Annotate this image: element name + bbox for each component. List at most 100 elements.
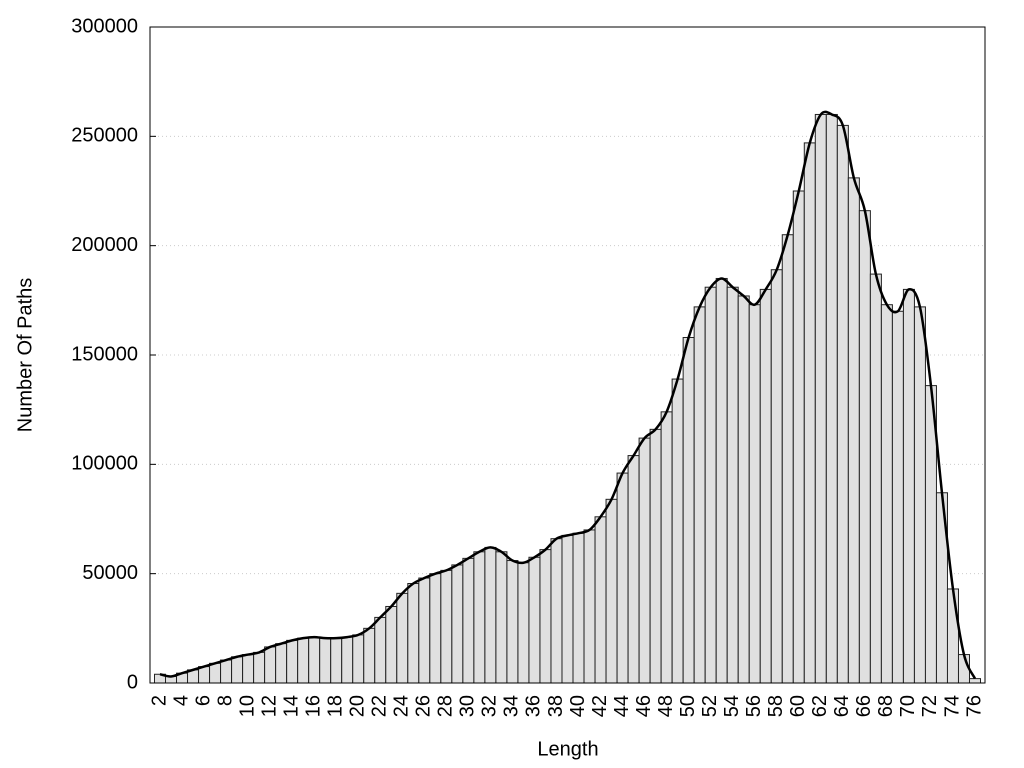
bar (495, 551, 508, 684)
x-tick-label: 34 (501, 695, 523, 717)
bar (484, 546, 497, 684)
x-tick-label: 56 (743, 695, 765, 717)
bar (770, 269, 783, 684)
bar (352, 634, 365, 684)
x-tick-label: 2 (148, 695, 170, 706)
y-tick-label: 200000 (71, 234, 138, 256)
x-tick-label: 60 (787, 695, 809, 717)
y-axis-label: Number Of Paths (14, 278, 36, 433)
x-tick-label: 50 (677, 695, 699, 717)
y-tick-label: 100000 (71, 453, 138, 475)
bar (880, 304, 893, 684)
bar (385, 605, 398, 684)
y-tick-label: 0 (127, 671, 138, 693)
x-tick-label: 20 (347, 695, 369, 717)
bar (605, 498, 618, 684)
bar (715, 277, 728, 684)
bar (737, 295, 750, 684)
bar (726, 286, 739, 684)
bar (297, 637, 310, 684)
plot-frame (149, 26, 986, 684)
x-tick-label: 32 (479, 695, 501, 717)
x-tick-label: 36 (523, 695, 545, 717)
x-tick-label: 14 (280, 695, 302, 717)
x-tick-label: 4 (170, 695, 192, 706)
bar (682, 337, 695, 684)
bar (792, 190, 805, 684)
bar (902, 288, 915, 684)
bar (869, 273, 882, 684)
bar (781, 234, 794, 684)
bar (759, 288, 772, 684)
bar (968, 678, 982, 684)
x-tick-label: 28 (435, 695, 457, 717)
bar (440, 569, 453, 684)
bar (275, 643, 288, 684)
x-tick-label: 62 (809, 695, 831, 717)
bar (572, 532, 585, 684)
bar (561, 534, 574, 684)
bar (341, 636, 354, 684)
bar (451, 564, 464, 684)
bar (209, 662, 222, 684)
x-tick-label: 24 (391, 695, 413, 717)
bar (539, 549, 552, 684)
x-tick-label: 58 (765, 695, 787, 717)
bar (363, 627, 376, 684)
y-tick-label: 300000 (71, 15, 138, 37)
x-tick-label: 38 (545, 695, 567, 717)
x-tick-label: 64 (831, 695, 853, 717)
bar (319, 637, 332, 684)
x-tick-label: 74 (941, 695, 963, 717)
x-tick-label: 52 (699, 695, 721, 717)
bar (594, 516, 607, 684)
x-tick-label: 6 (192, 695, 214, 706)
bar (286, 639, 299, 684)
bar (660, 411, 673, 684)
bar (946, 588, 959, 684)
x-tick-label: 54 (721, 695, 743, 717)
bar (220, 659, 233, 684)
bar (913, 306, 926, 684)
x-axis-label: Length (537, 738, 598, 760)
x-tick-label: 26 (413, 695, 435, 717)
x-tick-label: 40 (567, 695, 589, 717)
bar (649, 428, 662, 684)
bar (616, 472, 629, 684)
bar (253, 651, 266, 684)
bar (891, 310, 904, 684)
bar (407, 583, 420, 684)
smooth-line (159, 110, 977, 680)
x-tick-label: 30 (457, 695, 479, 717)
bar (858, 210, 871, 684)
x-tick-label: 10 (236, 695, 258, 717)
x-tick-label: 76 (963, 695, 985, 717)
bar (231, 656, 244, 684)
x-tick-label: 72 (919, 695, 941, 717)
x-tick-label: 66 (853, 695, 875, 717)
bar (847, 177, 860, 684)
x-tick-label: 44 (611, 695, 633, 717)
x-tick-label: 16 (302, 695, 324, 717)
bar (473, 551, 486, 684)
bar (330, 637, 343, 684)
x-tick-label: 46 (633, 695, 655, 717)
bar (374, 616, 387, 684)
bar (308, 636, 321, 684)
bar (748, 304, 761, 684)
bar (814, 113, 827, 684)
y-tick-label: 150000 (71, 343, 138, 365)
bar (429, 573, 442, 684)
bar (528, 556, 541, 684)
x-tick-label: 22 (369, 695, 391, 717)
bar (803, 142, 816, 684)
x-tick-label: 12 (258, 695, 280, 717)
bar (671, 378, 684, 684)
bar (583, 529, 596, 684)
y-tick-label: 250000 (71, 125, 138, 147)
bar (418, 577, 431, 684)
bar (825, 113, 838, 684)
bar (693, 306, 706, 684)
bar (506, 560, 519, 684)
